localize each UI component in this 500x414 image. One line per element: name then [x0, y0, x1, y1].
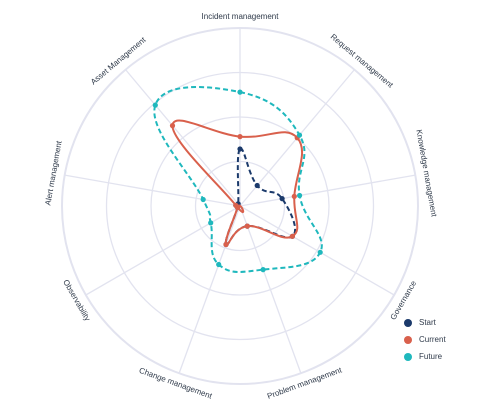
legend-future-marker	[404, 353, 412, 361]
axis-label-8: Alert management	[43, 139, 63, 206]
grid-spoke-7	[85, 205, 241, 296]
series-current-point-8	[233, 202, 239, 208]
series-start-point-3	[279, 196, 285, 202]
legend-current-marker	[404, 336, 412, 344]
grid-spoke-3	[239, 174, 416, 207]
grid	[61, 27, 419, 385]
grid-spoke-9	[125, 69, 241, 207]
series-future-line	[153, 86, 323, 273]
series-layer	[152, 86, 323, 273]
axis-label-2: Request management	[329, 32, 396, 90]
grid-spoke-6	[178, 205, 241, 374]
series-current-point-1	[237, 134, 243, 140]
series-start-point-1	[237, 146, 243, 152]
series-future-point-8	[200, 196, 206, 203]
legend-start-label: Start	[419, 318, 437, 327]
grid-spoke-4	[239, 205, 395, 296]
legend: Start Current Future	[404, 318, 446, 361]
series-current-point-3	[291, 193, 297, 199]
axis-label-9: Asset Management	[89, 35, 148, 87]
series-start-line	[224, 147, 297, 246]
series-future-point-9	[152, 102, 158, 108]
series-current-line	[171, 119, 304, 246]
legend-future-label: Future	[419, 352, 443, 361]
series-future-point-4	[317, 249, 323, 255]
series-current-point-5	[244, 223, 250, 229]
axis-label-1: Incident management	[202, 12, 280, 21]
series-future-point-5	[260, 267, 266, 273]
series-current-point-4	[289, 233, 295, 239]
series-current-point-6	[223, 241, 229, 248]
series-future-point-7	[208, 220, 214, 226]
series-current-point-9	[169, 123, 176, 129]
series-future-point-6	[216, 261, 222, 268]
series-future-point-3	[297, 192, 303, 199]
axis-label-5: Problem management	[266, 365, 344, 401]
axis-label-4: Governance	[389, 279, 419, 322]
legend-current-label: Current	[419, 335, 446, 344]
grid-spoke-5	[239, 205, 302, 374]
series-future-point-2	[296, 132, 303, 138]
axis-label-7: Observability	[61, 278, 92, 323]
legend-start-marker	[404, 319, 412, 327]
grid-spoke-8	[64, 174, 241, 207]
series-start-point-2	[254, 182, 260, 189]
series-future-point-1	[237, 89, 243, 95]
